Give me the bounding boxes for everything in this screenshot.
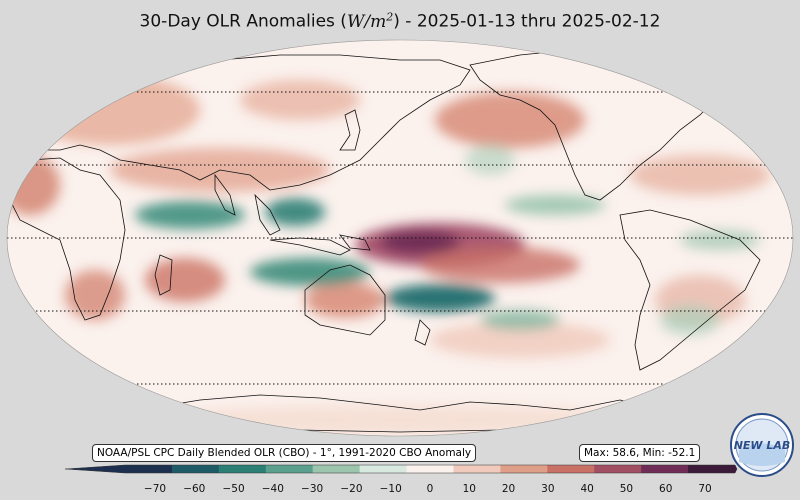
anomaly-madagascar-positive [145, 258, 225, 302]
colorbar-segment [688, 465, 736, 473]
colorbar-segment [641, 465, 689, 473]
coast-japan [339, 109, 361, 151]
colorbar-segment [500, 465, 548, 473]
anomaly-north-pacific-positive [435, 92, 585, 148]
colorbar-min-extend [65, 465, 125, 473]
coast-antarctica [139, 394, 661, 433]
colorbar [64, 464, 738, 474]
coast-india [214, 173, 236, 216]
anomaly-south-pacific-positive [430, 322, 610, 358]
logo-wave [739, 443, 785, 466]
colorbar-segment [171, 465, 220, 473]
colorbar-max-extend [735, 465, 737, 473]
colorbar-segment [125, 465, 173, 473]
colorbar-tick-label: 10 [462, 483, 476, 495]
source-label: NOAA/PSL CPC Daily Blended OLR (CBO) - 1… [92, 444, 477, 462]
coast-greenland [679, 40, 741, 76]
anomaly-spcz-west-negative [250, 258, 370, 286]
title-prefix: 30-Day OLR Anomalies ( [139, 11, 347, 32]
anomaly-westafrica-positive [7, 155, 60, 215]
colorbar-outline [64, 464, 738, 474]
anomaly-atlantic-positive [630, 155, 770, 195]
colorbar-tick-label: 50 [619, 483, 634, 495]
colorbar-tick-label: 40 [580, 483, 594, 495]
colorbar-tick-label: 30 [541, 483, 555, 495]
colorbar-segment [453, 465, 501, 473]
title-unit: W/m [346, 11, 387, 32]
colorbar-tick-label: 60 [659, 483, 673, 495]
map-title: 30-Day OLR Anomalies (W/m2) - 2025-01-13… [0, 10, 800, 32]
colorbar-segments [65, 465, 737, 473]
anomaly-antarctic-positive [150, 405, 650, 435]
anomaly-southamerica-negative [680, 230, 760, 250]
colorbar-segment [547, 465, 595, 473]
anomaly-central-pacific-core [380, 230, 460, 254]
title-unit-exponent: 2 [386, 10, 394, 23]
latitude-lines [7, 91, 793, 385]
coast-africa [9, 157, 126, 321]
colorbar-tick-label: −70 [143, 483, 167, 495]
colorbar-tick-label: −50 [222, 483, 245, 495]
anomaly-europe-positive [20, 75, 200, 145]
colorbar-tick-label: 70 [698, 483, 712, 495]
colorbar-tick-label: −30 [301, 483, 324, 495]
colorbar-tick-label: −20 [340, 483, 363, 495]
coast-madagascar [154, 254, 173, 296]
colorbar-tick-label: 0 [426, 483, 434, 495]
title-date-range: ) - 2025-01-13 thru 2025-02-12 [393, 11, 661, 32]
stats-label: Max: 58.6, Min: -52.1 [579, 444, 701, 462]
anomaly-argentina-negative [660, 305, 720, 335]
colorbar-segment [265, 465, 314, 473]
colorbar-segment [218, 465, 267, 473]
anomaly-asia-positive [240, 80, 360, 120]
anomaly-maritime-negative [265, 198, 325, 226]
globe [7, 40, 793, 436]
anomaly-southern-africa-positive [65, 270, 125, 320]
colorbar-segment [594, 465, 642, 473]
anomaly-australia-positive [305, 282, 385, 318]
globe-border [6, 39, 794, 437]
anomaly-spcz-negative [385, 284, 495, 312]
anomaly-north-pacific-negative [465, 145, 515, 175]
colorbar-segment [312, 465, 361, 473]
coast-new-guinea [339, 234, 371, 251]
coast-indonesia [269, 237, 351, 256]
colorbar-segment [406, 465, 454, 473]
anomaly-spcz-east-negative [480, 310, 560, 330]
colorbar-tick-label: −10 [379, 483, 402, 495]
noaa-logo: NEW LAB [730, 413, 794, 477]
colorbar-segment [359, 465, 408, 473]
colorbar-tick-label: −40 [261, 483, 284, 495]
coast-australia [304, 264, 386, 336]
anomaly-east-pacific-positive [420, 247, 580, 283]
anomaly-indian-ocean-negative [135, 201, 245, 229]
logo-text: NEW LAB [734, 439, 791, 452]
colorbar-tick-label: 20 [501, 483, 516, 495]
anomaly-hawaii-negative [505, 195, 605, 215]
coast-new-zealand [414, 319, 431, 346]
coast-southeast-asia [254, 193, 281, 236]
coast-south-america [619, 209, 761, 371]
colorbar-tick-label: −60 [183, 483, 206, 495]
